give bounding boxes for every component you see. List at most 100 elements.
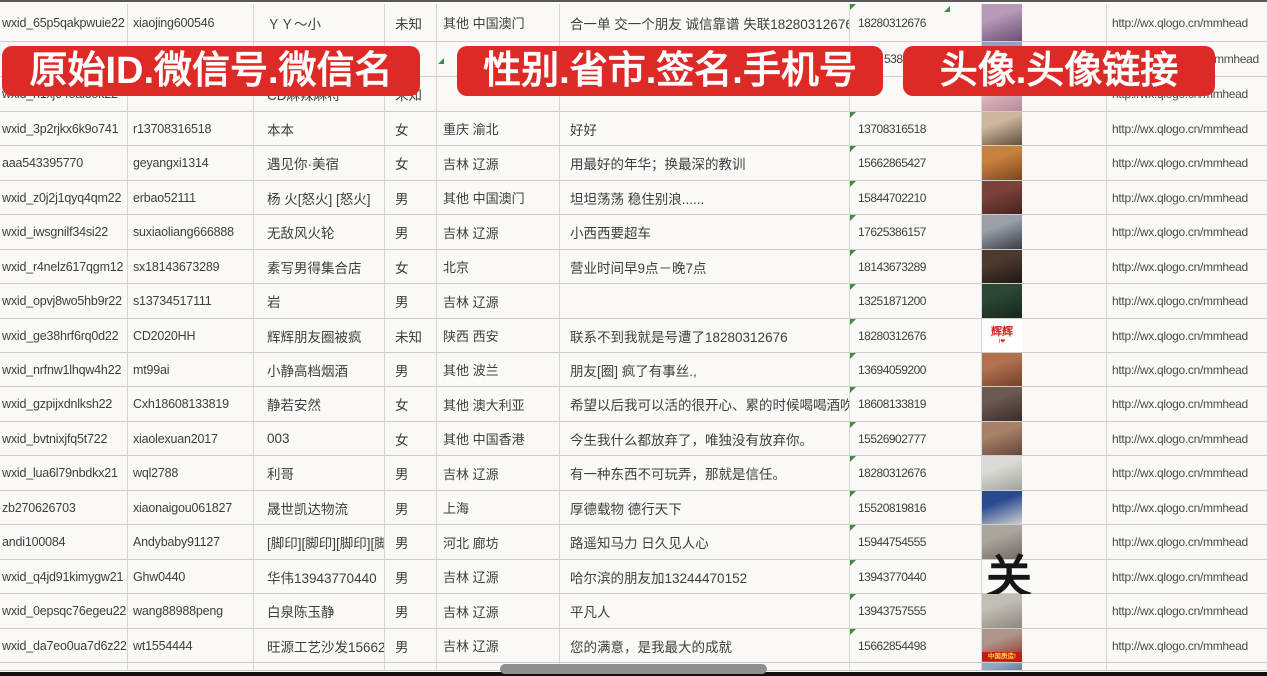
cell-signature[interactable]: 有一种东西不可玩弄，那就是信任。 [560,456,850,491]
cell-avatar[interactable] [982,181,1107,215]
cell-avatar-url[interactable]: http://wx.qlogo.cn/mmhead [1107,456,1267,491]
cell-avatar-url[interactable]: http://wx.qlogo.cn/mmhead [1107,215,1267,250]
cell-avatar-url[interactable]: http://wx.qlogo.cn/mmhead [1107,629,1267,663]
cell-original-id[interactable]: wxid_bvtnixjfq5t722 [0,422,128,456]
cell-signature[interactable]: 厚德载物 德行天下 [560,491,850,525]
cell-phone[interactable]: 15520819816 [850,491,982,525]
cell-gender[interactable]: 未知 [385,319,437,353]
cell-avatar[interactable]: 关 [982,554,1107,600]
cell-signature[interactable] [560,284,850,319]
cell-phone[interactable]: 18280312676 [850,319,982,353]
cell-original-id[interactable]: wxid_ge38hrf6rq0d22 [0,319,128,353]
cell-region[interactable]: 其他 中国澳门 [437,4,560,42]
cell-signature[interactable]: 哈尔滨的朋友加13244470152 [560,560,850,594]
cell-original-id[interactable]: zb270626703 [0,491,128,525]
cell-avatar-url[interactable]: http://wx.qlogo.cn/mmhead [1107,353,1267,387]
cell-gender[interactable]: 男 [385,215,437,250]
cell-region[interactable]: 吉林 辽源 [437,560,560,594]
cell-wechat-id[interactable]: r13708316518 [128,112,254,146]
cell-region[interactable]: 重庆 渝北 [437,112,560,146]
cell-avatar[interactable] [982,250,1107,284]
cell-avatar[interactable]: 中国质造! [982,629,1107,663]
cell-wechat-name[interactable]: 静若安然 [254,387,385,422]
cell-wechat-name[interactable]: 华伟13943770440 [254,560,385,594]
cell-original-id[interactable]: wxid_da7eo0ua7d6z22 [0,629,128,663]
cell-wechat-id[interactable]: mt99ai [128,353,254,387]
cell-wechat-name[interactable]: 白泉陈玉静 [254,594,385,629]
cell-wechat-name[interactable]: 岩 [254,284,385,319]
cell-wechat-name[interactable]: 无敌风火轮 [254,215,385,250]
cell-signature[interactable]: 路遥知马力 日久见人心 [560,525,850,560]
horizontal-scrollbar-thumb[interactable] [500,664,767,674]
cell-original-id[interactable]: wxid_lua6l79nbdkx21 [0,456,128,491]
cell-wechat-name[interactable]: 杨 火[怒火] [怒火] [254,181,385,215]
cell-original-id[interactable] [0,663,128,671]
cell-avatar-url[interactable]: http://wx.qlogo.cn/mmhead [1107,525,1267,560]
cell-original-id[interactable]: wxid_gzpijxdnlksh22 [0,387,128,422]
cell-avatar-url[interactable]: http://wx.qlogo.cn/mmhead [1107,422,1267,456]
cell-avatar-url[interactable]: http://wx.qlogo.cn/mmhead [1107,284,1267,319]
cell-wechat-name[interactable] [254,663,385,671]
cell-avatar-url[interactable] [1107,663,1267,671]
cell-avatar[interactable] [982,146,1107,181]
cell-signature[interactable]: 营业时间早9点－晚7点 [560,250,850,284]
cell-wechat-id[interactable]: suxiaoliang666888 [128,215,254,250]
cell-gender[interactable]: 男 [385,181,437,215]
cell-avatar[interactable] [982,663,1107,671]
cell-avatar-url[interactable]: http://wx.qlogo.cn/mmhead [1107,387,1267,422]
cell-original-id[interactable]: wxid_3p2rjkx6k9o741 [0,112,128,146]
cell-gender[interactable]: 男 [385,353,437,387]
cell-region[interactable]: 河北 廊坊 [437,525,560,560]
cell-signature[interactable]: 您的满意，是我最大的成就 [560,629,850,663]
cell-signature[interactable]: 平凡人 [560,594,850,629]
cell-avatar[interactable] [982,594,1107,629]
cell-region[interactable]: 吉林 辽源 [437,146,560,181]
cell-gender[interactable]: 女 [385,112,437,146]
cell-avatar-url[interactable]: http://wx.qlogo.cn/mmhead [1107,146,1267,181]
cell-gender[interactable]: 未知 [385,4,437,42]
cell-wechat-name[interactable]: 利哥 [254,456,385,491]
cell-region[interactable]: 其他 澳大利亚 [437,387,560,422]
cell-wechat-id[interactable]: s13734517111 [128,284,254,319]
cell-original-id[interactable]: wxid_iwsgnilf34si22 [0,215,128,250]
cell-original-id[interactable]: aaa543395770 [0,146,128,181]
cell-original-id[interactable]: wxid_65p5qakpwuie22 [0,4,128,42]
cell-avatar[interactable] [982,387,1107,422]
cell-original-id[interactable]: wxid_opvj8wo5hb9r22 [0,284,128,319]
cell-signature[interactable]: 小西西要超车 [560,215,850,250]
cell-signature[interactable]: 朋友[圈] 疯了有事丝., [560,353,850,387]
cell-avatar[interactable] [982,353,1107,387]
cell-gender[interactable]: 男 [385,284,437,319]
cell-avatar-url[interactable]: http://wx.qlogo.cn/mmhead [1107,560,1267,594]
cell-avatar-url[interactable]: http://wx.qlogo.cn/mmhead [1107,250,1267,284]
cell-avatar[interactable] [982,456,1107,491]
cell-avatar[interactable] [982,491,1107,525]
cell-wechat-name[interactable]: 辉辉朋友圈被疯 [254,319,385,353]
cell-region[interactable]: 吉林 辽源 [437,594,560,629]
cell-wechat-id[interactable]: erbao52111 [128,181,254,215]
cell-original-id[interactable]: wxid_r4nelz617qgm12 [0,250,128,284]
cell-phone[interactable]: 18608133819 [850,387,982,422]
cell-wechat-name[interactable]: 003 [254,422,385,456]
cell-avatar-url[interactable]: http://wx.qlogo.cn/mmhead [1107,491,1267,525]
cell-phone[interactable]: 15662865427 [850,146,982,181]
cell-region[interactable]: 吉林 辽源 [437,215,560,250]
cell-gender[interactable]: 男 [385,594,437,629]
cell-wechat-id[interactable]: wt1554444 [128,629,254,663]
cell-wechat-id[interactable]: sx18143673289 [128,250,254,284]
cell-avatar-url[interactable]: http://wx.qlogo.cn/mmhead [1107,4,1267,42]
cell-wechat-id[interactable]: xiaojing600546 [128,4,254,42]
cell-phone[interactable]: 15944754555 [850,525,982,560]
cell-phone[interactable]: 13943757555 [850,594,982,629]
cell-region[interactable]: 陕西 西安 [437,319,560,353]
cell-region[interactable]: 吉林 辽源 [437,456,560,491]
cell-phone[interactable]: 15662854498 [850,629,982,663]
cell-phone[interactable]: 18280312676 [850,456,982,491]
cell-avatar[interactable] [982,525,1107,560]
cell-signature[interactable]: 用最好的年华；换最深的教训 [560,146,850,181]
cell-gender[interactable]: 男 [385,456,437,491]
cell-region[interactable]: 其他 波兰 [437,353,560,387]
cell-original-id[interactable]: wxid_q4jd91kimygw21 [0,560,128,594]
cell-wechat-name[interactable]: ＹＹ～小 [254,4,385,42]
cell-gender[interactable]: 男 [385,560,437,594]
